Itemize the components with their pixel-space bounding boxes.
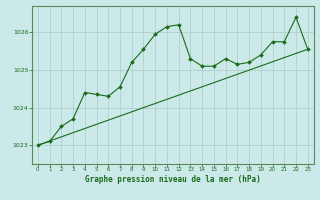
X-axis label: Graphe pression niveau de la mer (hPa): Graphe pression niveau de la mer (hPa) (85, 175, 261, 184)
